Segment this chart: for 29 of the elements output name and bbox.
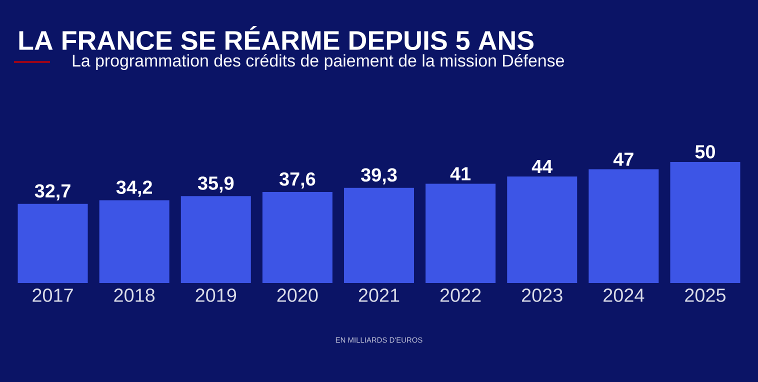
chart-subtitle: La programmation des crédits de paiement de la mission Défense bbox=[72, 54, 564, 70]
bar bbox=[507, 176, 578, 283]
data-label: 37,6 bbox=[279, 172, 316, 188]
data-label: 39,3 bbox=[361, 168, 397, 184]
x-tick-label: 2024 bbox=[604, 288, 644, 302]
bar bbox=[180, 196, 251, 283]
x-tick-label: 2022 bbox=[440, 288, 481, 302]
data-label: 41 bbox=[450, 167, 471, 180]
bar bbox=[426, 184, 496, 283]
bar bbox=[344, 188, 414, 283]
x-tick-label: 2020 bbox=[277, 288, 318, 302]
x-tick-label: 2025 bbox=[685, 288, 726, 302]
data-label: 47 bbox=[613, 152, 634, 166]
bar bbox=[262, 192, 332, 283]
x-tick-label: 2017 bbox=[32, 288, 73, 302]
bar bbox=[588, 169, 659, 283]
bar bbox=[18, 204, 88, 283]
data-label: 50 bbox=[695, 145, 715, 158]
x-tick-label: 2019 bbox=[196, 288, 236, 302]
chart-title: LA FRANCE SE RÉARME DEPUIS 5 ANS bbox=[19, 26, 534, 50]
data-label: 32,7 bbox=[34, 184, 70, 200]
x-tick-label: 2018 bbox=[114, 288, 155, 302]
bar bbox=[99, 200, 170, 283]
data-label: 44 bbox=[532, 160, 553, 173]
data-label: 34,2 bbox=[116, 180, 152, 197]
bar bbox=[670, 162, 740, 283]
x-tick-label: 2021 bbox=[358, 288, 400, 302]
data-label: 35,9 bbox=[198, 176, 234, 193]
x-tick-label: 2023 bbox=[522, 288, 562, 302]
